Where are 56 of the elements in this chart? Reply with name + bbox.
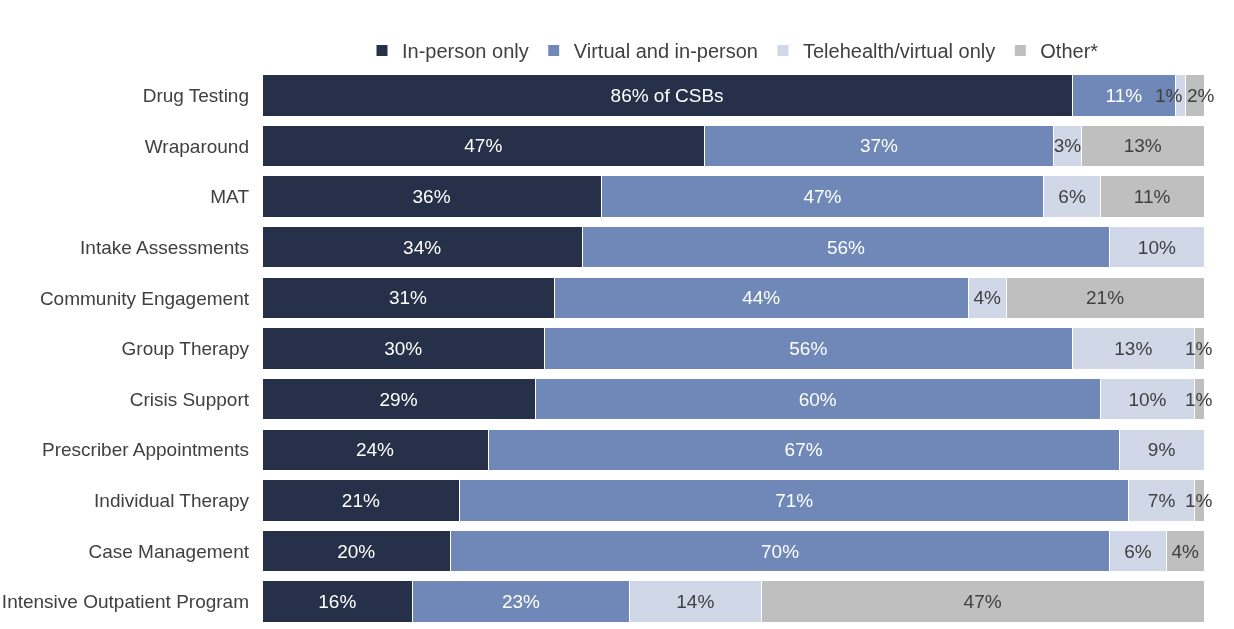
data-label: 6% (1058, 186, 1086, 208)
y-tick-label: Intake Assessments (80, 236, 249, 258)
data-label: 86% of CSBs (610, 84, 724, 106)
data-label: 13% (1123, 135, 1162, 157)
data-label: 21% (341, 489, 380, 511)
data-label: 56% (826, 236, 866, 258)
data-label: 2% (1187, 85, 1215, 106)
y-tick-label: Wraparound (144, 135, 249, 157)
legend-label: Virtual and in-person (573, 40, 758, 63)
data-label: 16% (318, 591, 357, 613)
data-label: 3% (1053, 135, 1082, 157)
data-label: 6% (1124, 540, 1152, 562)
y-tick-label: MAT (210, 186, 250, 208)
y-tick-label: Drug Testing (142, 84, 249, 106)
data-label: 70% (761, 540, 800, 562)
legend-label: In-person only (402, 40, 529, 63)
data-label: 37% (859, 135, 899, 157)
data-label: 60% (798, 388, 837, 410)
y-tick-label: Crisis Support (129, 388, 250, 410)
data-label: 44% (742, 287, 781, 309)
data-label: 4% (1171, 540, 1199, 562)
data-label: 47% (803, 186, 842, 208)
legend-label: Other* (1040, 40, 1099, 63)
data-label: 31% (388, 287, 428, 309)
data-label: 10% (1137, 236, 1176, 258)
y-tick-label: Intensive Outpatient Program (1, 591, 249, 613)
data-label: 30% (384, 338, 423, 359)
data-label: 4% (973, 287, 1002, 309)
data-label: 11% (1133, 186, 1171, 208)
data-label: 71% (775, 489, 814, 511)
data-label: 47% (464, 135, 503, 157)
data-label: 20% (337, 540, 376, 562)
data-label: 24% (355, 439, 395, 461)
data-label: 67% (784, 439, 823, 461)
data-label: 56% (789, 338, 828, 359)
data-label: 23% (501, 591, 541, 613)
y-tick-label: Individual Therapy (94, 490, 250, 512)
data-label: 11% (1105, 84, 1143, 106)
data-label: 9% (1147, 439, 1176, 461)
legend-label: Telehealth/virtual only (802, 40, 996, 63)
data-label: 29% (379, 388, 418, 410)
y-tick-label: Community Engagement (39, 287, 250, 309)
data-label: 1% (1185, 338, 1213, 359)
y-tick-label: Case Management (88, 540, 250, 562)
data-label: 1% (1185, 389, 1213, 410)
data-label: 10% (1128, 388, 1167, 410)
data-label: 1% (1185, 490, 1213, 511)
y-tick-label: Prescriber Appointments (42, 439, 249, 461)
data-label: 47% (963, 591, 1002, 613)
data-label: 36% (412, 186, 451, 208)
data-label: 7% (1147, 489, 1176, 511)
y-tick-label: Group Therapy (121, 338, 250, 360)
data-label: 14% (676, 591, 715, 613)
data-label: 21% (1086, 287, 1125, 309)
data-label: 13% (1114, 338, 1153, 359)
data-label: 34% (403, 236, 442, 258)
